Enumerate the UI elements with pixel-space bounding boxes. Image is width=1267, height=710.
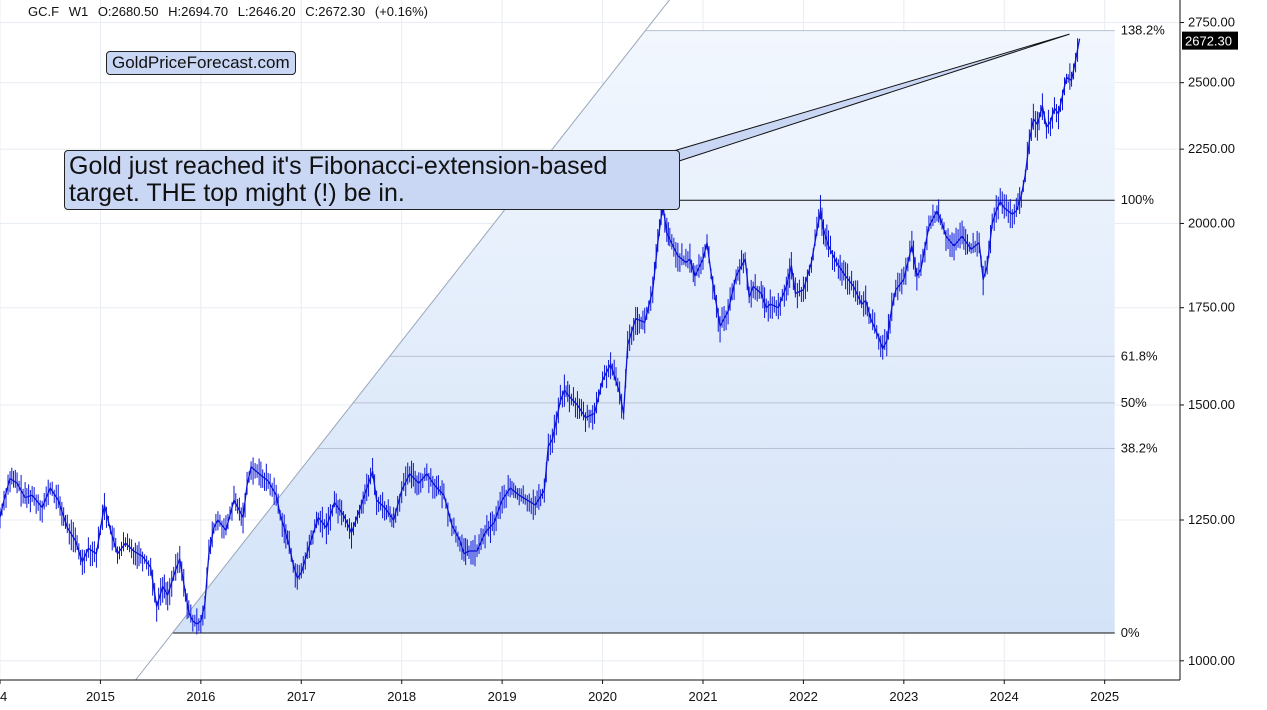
- x-tick-label: 2025: [1090, 689, 1119, 704]
- high-value: H:2694.70: [168, 4, 229, 19]
- x-tick-label: 2015: [86, 689, 115, 704]
- x-tick-label: 2021: [689, 689, 718, 704]
- close-value: C:2672.30: [305, 4, 366, 19]
- y-tick-label: 2250.00: [1188, 141, 1235, 156]
- x-tick-label: 2020: [588, 689, 617, 704]
- x-tick-label: 2019: [488, 689, 517, 704]
- support-trendline: [135, 0, 671, 681]
- price-series: [0, 38, 1081, 635]
- fib-level-label: 61.8%: [1121, 348, 1158, 363]
- symbol-label: GC.F: [28, 4, 60, 19]
- x-tick-label: 2024: [990, 689, 1019, 704]
- y-tick-label: 1500.00: [1188, 397, 1235, 412]
- x-tick-label: 2023: [889, 689, 918, 704]
- fibonacci-extension-area: [172, 30, 1115, 634]
- y-tick-label: 2750.00: [1188, 15, 1235, 30]
- fib-level-label: 38.2%: [1121, 440, 1158, 455]
- fib-level-label: 50%: [1121, 395, 1147, 410]
- y-tick-label: 1250.00: [1188, 512, 1235, 527]
- x-tick-label: 2022: [789, 689, 818, 704]
- fibonacci-level-labels: 138.2% 100% 61.8% 50% 38.2% 0%: [1121, 23, 1166, 640]
- x-tick-label: 2018: [387, 689, 416, 704]
- low-value: L:2646.20: [237, 4, 296, 19]
- y-tick-label: 2000.00: [1188, 215, 1235, 230]
- fibonacci-fill: [172, 30, 1115, 634]
- open-value: O:2680.50: [97, 4, 159, 19]
- last-price-tag-bg: [1182, 31, 1238, 50]
- y-tick-label: 1000.00: [1188, 653, 1235, 668]
- trendline: [135, 0, 671, 681]
- change-value: (+0.16%): [374, 4, 428, 19]
- interval-label: W1: [68, 4, 89, 19]
- y-tick-label: 2500.00: [1188, 75, 1235, 90]
- fib-level-label: 100%: [1121, 192, 1155, 207]
- annotation-callout: Gold just reached it's Fibonacci-extensi…: [64, 150, 680, 210]
- last-price-tag-label: 2672.30: [1185, 34, 1232, 49]
- x-tick-label: 2017: [287, 689, 316, 704]
- last-price-tag: 2672.30: [1182, 31, 1238, 50]
- x-tick-label: 2016: [186, 689, 215, 704]
- x-tick-label: 4: [0, 689, 7, 704]
- brand-label: GoldPriceForecast.com: [106, 51, 296, 75]
- chart-axes: 2750.00 2500.00 2250.00 2000.00 1750.00 1500.…: [0, 0, 1235, 704]
- fib-level-label: 0%: [1121, 625, 1140, 640]
- ohlc-header: GC.F W1 O:2680.50 H:2694.70 L:2646.20 C:…: [28, 4, 434, 19]
- fib-level-label: 138.2%: [1121, 23, 1166, 38]
- y-tick-label: 1750.00: [1188, 300, 1235, 315]
